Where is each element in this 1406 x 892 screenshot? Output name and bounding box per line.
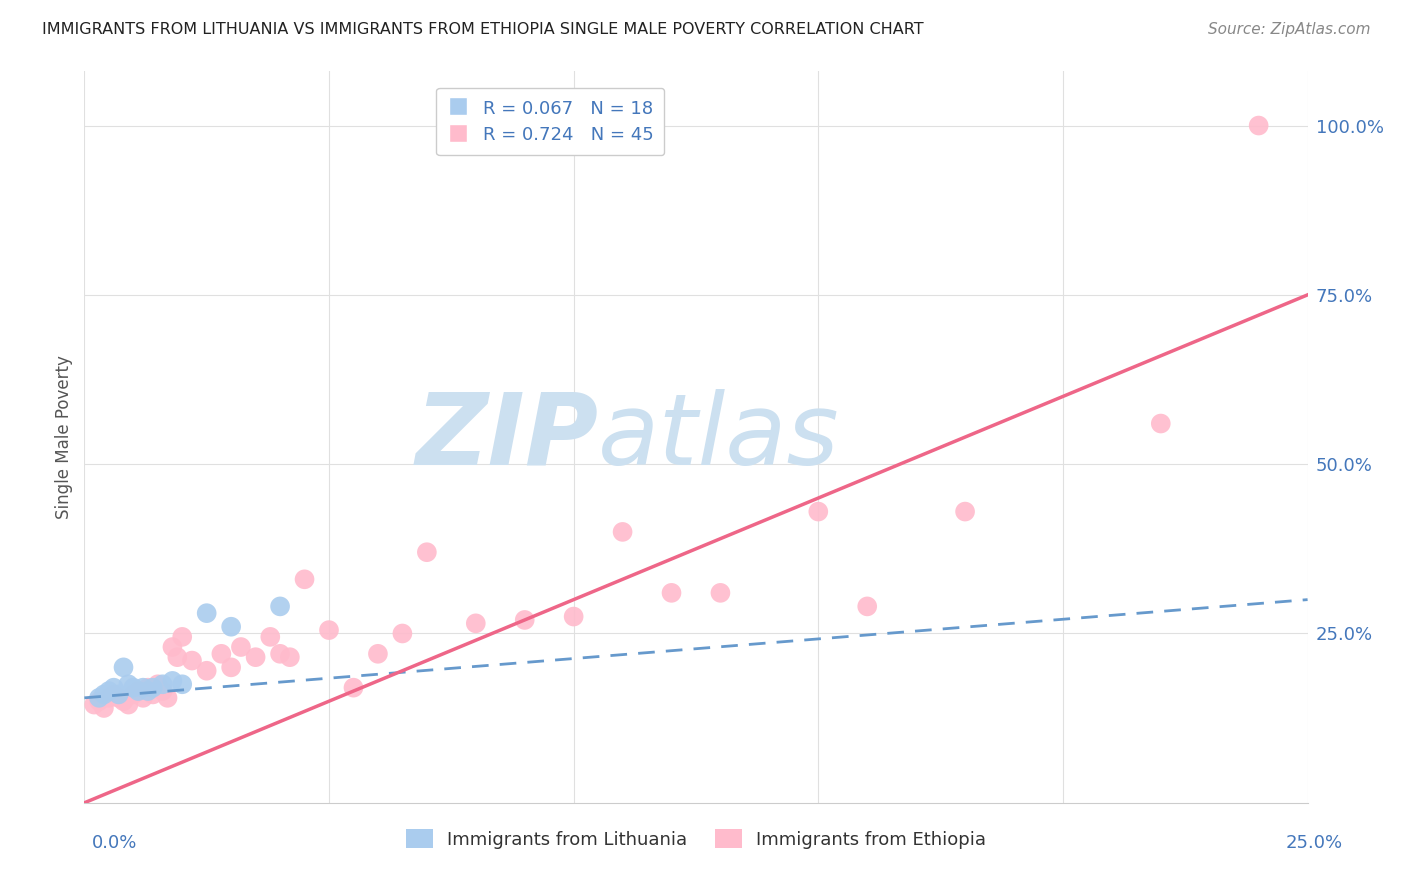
Point [172, 677, 194, 691]
Text: Source: ZipAtlas.com: Source: ZipAtlas.com [1208, 22, 1371, 37]
Point [1247, 119, 1270, 133]
Point [209, 647, 232, 661]
Point [83, 698, 105, 712]
Point [127, 684, 149, 698]
Point [416, 545, 439, 559]
Point [97, 690, 120, 705]
Point [172, 630, 194, 644]
Point [294, 572, 316, 586]
Point [513, 613, 536, 627]
Point [318, 623, 340, 637]
Point [166, 650, 188, 665]
Point [562, 609, 585, 624]
Point [1150, 417, 1173, 431]
Point [391, 626, 413, 640]
Point [953, 505, 976, 519]
Point [103, 681, 125, 695]
Point [709, 586, 731, 600]
Text: IMMIGRANTS FROM LITHUANIA VS IMMIGRANTS FROM ETHIOPIA SINGLE MALE POVERTY CORREL: IMMIGRANTS FROM LITHUANIA VS IMMIGRANTS … [42, 22, 924, 37]
Point [127, 684, 149, 698]
Legend: Immigrants from Lithuania, Immigrants from Ethiopia: Immigrants from Lithuania, Immigrants fr… [399, 822, 993, 856]
Text: atlas: atlas [598, 389, 839, 485]
Point [219, 660, 242, 674]
Point [122, 681, 145, 695]
Point [464, 616, 486, 631]
Point [107, 690, 129, 705]
Point [156, 690, 179, 705]
Point [245, 650, 267, 665]
Point [142, 688, 165, 702]
Point [152, 684, 174, 698]
Point [807, 505, 830, 519]
Point [122, 688, 145, 702]
Point [112, 660, 135, 674]
Point [117, 677, 139, 691]
Point [97, 684, 120, 698]
Point [162, 673, 184, 688]
Y-axis label: Single Male Poverty: Single Male Poverty [55, 355, 73, 519]
Point [103, 688, 125, 702]
Point [87, 690, 110, 705]
Point [152, 677, 174, 691]
Point [367, 647, 389, 661]
Point [107, 688, 129, 702]
Point [181, 654, 204, 668]
Point [93, 701, 115, 715]
Point [612, 524, 634, 539]
Point [93, 688, 115, 702]
Point [87, 694, 110, 708]
Point [342, 681, 364, 695]
Point [219, 620, 242, 634]
Point [229, 640, 252, 654]
Point [661, 586, 683, 600]
Text: 0.0%: 0.0% [91, 834, 136, 852]
Point [269, 647, 291, 661]
Point [195, 606, 218, 620]
Point [112, 694, 135, 708]
Text: ZIP: ZIP [415, 389, 598, 485]
Point [132, 681, 155, 695]
Point [278, 650, 301, 665]
Point [136, 681, 159, 695]
Point [142, 681, 165, 695]
Point [162, 640, 184, 654]
Point [269, 599, 291, 614]
Point [117, 698, 139, 712]
Point [856, 599, 879, 614]
Point [195, 664, 218, 678]
Point [146, 677, 169, 691]
Point [259, 630, 281, 644]
Text: 25.0%: 25.0% [1285, 834, 1343, 852]
Point [136, 684, 159, 698]
Point [132, 690, 155, 705]
